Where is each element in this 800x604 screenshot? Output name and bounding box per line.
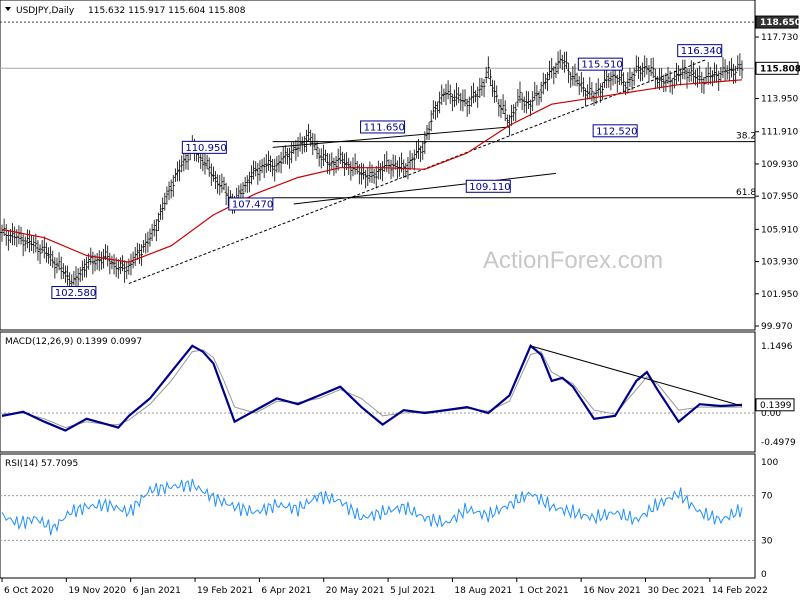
macd-highlight-label: 0.1399 (760, 401, 792, 411)
rsi-line (1, 478, 743, 536)
x-tick-label: 19 Feb 2021 (197, 586, 253, 596)
fib-level-label: 38.2 (736, 132, 756, 142)
x-tick-label: 30 Dec 2021 (647, 586, 705, 596)
trendline (128, 59, 707, 285)
price-annotation-label: 109.110 (469, 182, 510, 193)
x-tick-label: 6 Apr 2021 (261, 586, 311, 596)
price-tick-label: 99.970 (761, 322, 793, 332)
price-annotation-label: 111.650 (364, 122, 405, 133)
price-tick-label: 103.930 (761, 258, 798, 268)
x-tick-label: 6 Jan 2021 (133, 586, 181, 596)
macd-title: MACD(12,26,9) 0.1399 0.0997 (5, 337, 142, 347)
price-annotation-box (577, 57, 623, 71)
rsi-title: RSI(14) 57.7095 (5, 459, 78, 469)
x-tick-label: 5 Jul 2021 (390, 586, 435, 596)
macd-main-line (1, 344, 743, 432)
fib-level-label: 61.8 (736, 188, 756, 198)
moving-average-line (1, 79, 743, 263)
x-tick-label: 19 Nov 2020 (68, 586, 126, 596)
price-tick-label: 105.910 (761, 225, 798, 235)
macd-highlight-box (755, 398, 795, 412)
rsi-tick-label: 30 (761, 536, 773, 546)
x-tick-label: 18 Aug 2021 (454, 586, 512, 596)
price-annotation-box (51, 286, 97, 300)
price-annotation-box (465, 179, 511, 193)
price-annotation-label: 116.340 (681, 46, 722, 57)
x-tick-label: 16 Nov 2021 (583, 586, 641, 596)
price-annotation-label: 102.580 (55, 288, 96, 299)
trendline (293, 172, 557, 205)
rsi-tick-label: 0 (761, 570, 767, 580)
price-annotation-label: 112.520 (596, 126, 637, 137)
price-annotation-box (592, 124, 638, 138)
price-highlight-label: 118.650 (760, 18, 800, 28)
trendline (272, 126, 510, 148)
price-tick-label: 109.930 (761, 160, 798, 170)
price-annotation-box (181, 140, 227, 154)
price-tick-label: 107.950 (761, 192, 798, 202)
macd-tick-label: 1.1496 (761, 342, 793, 352)
price-annotation-label: 107.470 (232, 199, 273, 210)
price-highlight-box (755, 61, 799, 75)
macd-trendline (530, 345, 743, 407)
x-axis: 6 Oct 2020 19 Nov 2020 6 Jan 2021 19 Feb 20… (0, 577, 768, 596)
price-highlight-box (755, 15, 799, 29)
watermark: ActionForex.com (483, 247, 663, 274)
x-tick-label: 1 Oct 2021 (519, 586, 569, 596)
dropdown-triangle-icon[interactable] (5, 7, 11, 11)
price-tick-label: 117.730 (761, 33, 798, 43)
price-tick-label: 111.910 (761, 128, 798, 138)
symbol-label: USDJPY,Daily (16, 6, 75, 16)
macd-tick-label: 0.00 (761, 409, 781, 419)
macd-tick-label: -0.4979 (761, 438, 796, 448)
ohlc-label: 115.632 115.917 115.604 115.808 (88, 6, 246, 16)
price-highlight-label: 115.808 (760, 64, 800, 74)
rsi-tick-label: 100 (761, 458, 778, 468)
x-tick-label: 6 Oct 2020 (4, 586, 54, 596)
price-tick-label: 101.950 (761, 290, 798, 300)
rsi-tick-label: 70 (761, 492, 773, 502)
price-panel: USDJPY,Daily 115.632 115.917 115.604 115… (0, 0, 800, 332)
price-annotation-box (228, 197, 274, 211)
x-tick-label: 20 May 2021 (326, 586, 385, 596)
price-annotation-label: 115.510 (581, 60, 622, 71)
macd-panel: MACD(12,26,9) 0.1399 0.0997 1.1496 0.00 -0… (0, 331, 796, 453)
x-tick-label: 14 Feb 2022 (712, 586, 768, 596)
price-annotation-box (677, 44, 723, 58)
price-annotation-box (360, 120, 406, 134)
price-tick-label: 113.950 (761, 95, 798, 105)
price-annotation-label: 110.950 (185, 143, 226, 154)
